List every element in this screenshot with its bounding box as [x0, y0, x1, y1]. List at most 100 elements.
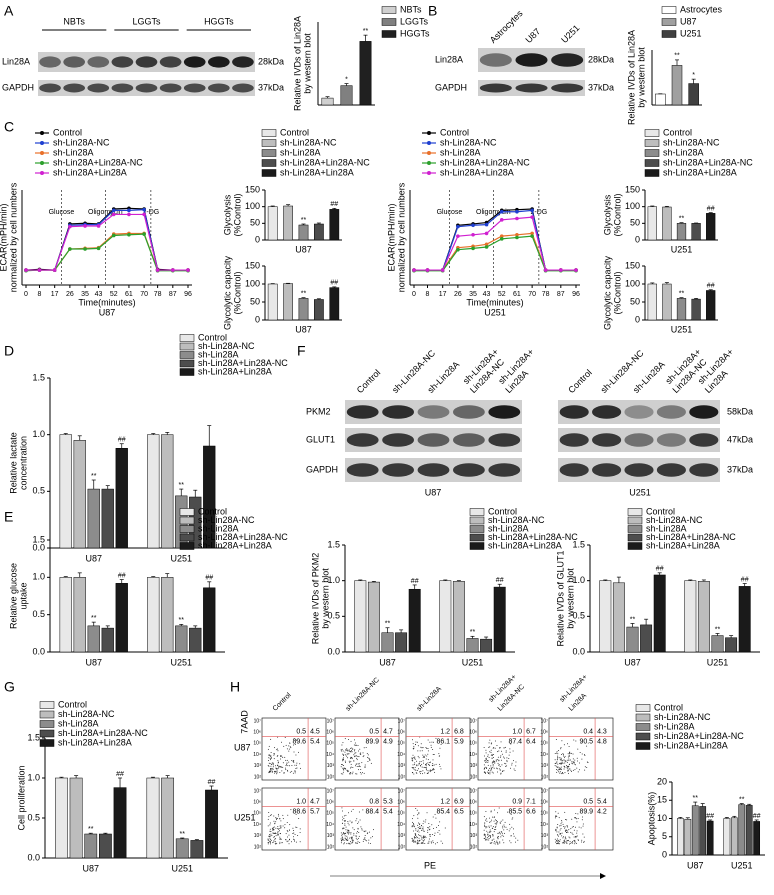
flow-event: [560, 828, 562, 830]
flow-event: [344, 820, 346, 822]
event-label: 2-DG: [531, 209, 548, 216]
bar: [115, 448, 128, 549]
flow-event: [493, 831, 495, 833]
flow-event: [358, 821, 360, 823]
flow-event: [279, 843, 281, 845]
flow-event: [342, 773, 344, 775]
legend-swatch: [179, 508, 195, 516]
point: [171, 268, 175, 272]
flow-tick-label: 10⁵: [253, 811, 261, 817]
point: [530, 215, 534, 219]
flow-event: [495, 828, 497, 830]
quadrant-value: 4.7: [310, 798, 320, 805]
flow-event: [576, 767, 578, 769]
point: [530, 234, 534, 238]
blot-band: [656, 433, 686, 447]
y-tick-label: 150: [245, 260, 260, 270]
flow-event: [425, 758, 427, 760]
flow-event: [411, 825, 413, 827]
point: [412, 268, 416, 272]
flow-event: [424, 754, 426, 756]
x-tick-label: 8: [38, 291, 42, 298]
flow-event: [359, 771, 361, 773]
flow-tick-label: 10⁶: [253, 730, 261, 736]
flow-event: [558, 750, 560, 752]
flow-event: [292, 772, 294, 774]
flow-event: [515, 765, 517, 767]
blot-column-label: sh-Lin28A: [631, 359, 667, 395]
flow-event: [559, 825, 561, 827]
flow-event: [362, 809, 364, 811]
flow-event: [565, 829, 567, 831]
flow-event: [341, 764, 343, 766]
flow-event: [341, 744, 343, 746]
flow-event: [566, 840, 568, 842]
flow-plot: [548, 717, 614, 781]
flow-event: [432, 765, 434, 767]
bar: [298, 298, 309, 321]
y-axis-label: Relative IVDs of PKM2: [310, 553, 320, 645]
flow-event: [556, 762, 558, 764]
flow-event: [500, 820, 502, 822]
flow-event: [577, 771, 579, 773]
flow-event: [433, 754, 435, 756]
flow-event: [411, 818, 413, 820]
flow-event: [487, 755, 489, 757]
flow-event: [564, 841, 566, 843]
point: [484, 242, 489, 247]
flow-event: [355, 773, 357, 775]
flow-event: [571, 841, 573, 843]
flow-event: [512, 833, 514, 835]
blot-band: [232, 83, 254, 93]
flow-event: [420, 835, 422, 837]
flow-event: [560, 768, 562, 770]
flow-event: [341, 807, 343, 809]
flow-event: [414, 826, 416, 828]
legend-swatch: [635, 732, 651, 741]
flow-event: [270, 770, 272, 772]
flow-event: [560, 747, 562, 749]
flow-event: [556, 768, 558, 770]
flow-event: [571, 763, 573, 765]
flow-event: [275, 843, 277, 845]
flow-tick-label: 10²: [470, 774, 478, 780]
flow-event: [287, 765, 289, 767]
flow-event: [416, 741, 418, 743]
y-tick-label: 1.0: [32, 429, 45, 439]
flow-event: [555, 811, 557, 813]
flow-event: [490, 825, 492, 827]
flow-event: [575, 764, 577, 766]
flow-event: [349, 772, 351, 774]
flow-event: [277, 768, 279, 770]
flow-event: [512, 750, 514, 752]
flow-event: [269, 837, 271, 839]
flow-event: [293, 751, 295, 753]
flow-event: [427, 753, 429, 755]
flow-event: [353, 834, 355, 836]
flow-event: [291, 759, 293, 761]
flow-event: [426, 755, 428, 757]
y-tick-label: 50: [630, 218, 640, 228]
flow-event: [555, 738, 557, 740]
flow-event: [347, 829, 349, 831]
significance-mark: **: [88, 826, 94, 833]
y-axis-label: (%Control): [232, 271, 242, 314]
quadrant-value: 0.5: [296, 728, 306, 735]
flow-event: [277, 832, 279, 834]
quadrant-value: 87.4: [508, 738, 522, 745]
flow-event: [274, 747, 276, 749]
flow-event: [569, 753, 571, 755]
flow-event: [352, 808, 354, 810]
flow-event: [414, 833, 416, 835]
flow-event: [343, 755, 345, 757]
flow-event: [343, 754, 345, 756]
flow-event: [270, 751, 272, 753]
flow-tick-label: 10³: [398, 763, 406, 769]
flow-event: [505, 751, 507, 753]
flow-event: [344, 738, 346, 740]
flow-event: [274, 833, 276, 835]
flow-event: [493, 754, 495, 756]
flow-event: [294, 744, 296, 746]
flow-event: [425, 819, 427, 821]
y-tick-label: 1.5: [32, 372, 45, 382]
